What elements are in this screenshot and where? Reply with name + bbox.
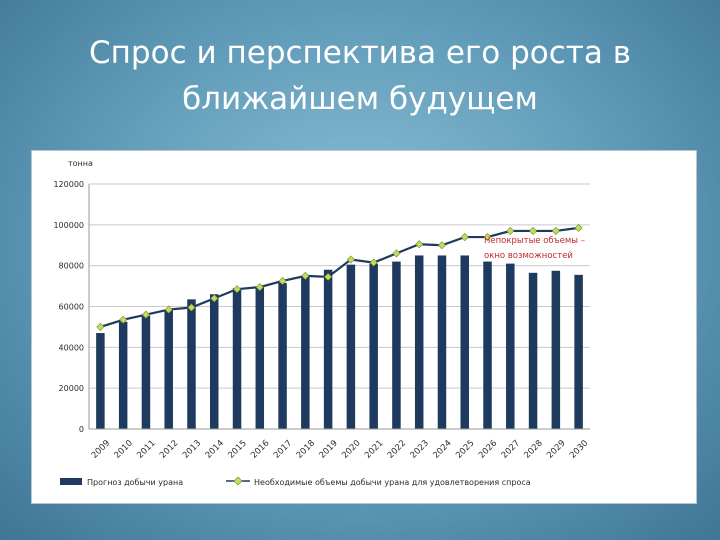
x-tick-label-2019: 2019 [318,438,340,460]
x-tick-label-2021: 2021 [363,438,385,460]
y-axis-label: тонна [68,159,93,168]
bar-2014 [210,294,219,429]
bar-2010 [118,321,128,429]
x-tick-label-2023: 2023 [409,438,431,460]
x-tick-label-2012: 2012 [158,438,180,460]
bar-2026 [483,261,492,429]
legend-label-required: Необходимые объемы добычи урана для удов… [254,478,531,487]
bar-2017 [278,283,287,429]
y-tick-label-120000: 120000 [53,180,84,189]
x-tick-label-2025: 2025 [454,438,476,460]
bar-2024 [437,255,447,429]
bar-2009 [96,333,105,429]
slide-title-line-1: Спрос и перспектива его роста в [89,35,631,71]
grid-layer [89,183,590,430]
point-2025 [460,233,469,242]
x-tick-label-2030: 2030 [568,438,590,460]
chart-panel: 0 20000 40000 60000 80000 100000 120000 2009 201… [31,150,697,504]
point-2016 [255,283,264,292]
point-2017 [278,276,287,286]
x-tick-label-2016: 2016 [249,438,271,460]
slide-title: Спрос и перспектива его роста в ближайше… [0,30,720,122]
bar-2025 [460,255,469,429]
x-tick-label-2024: 2024 [431,438,453,460]
point-2021 [369,258,378,267]
annotation-line-1: Непокрытые объемы – [484,236,585,246]
point-2011 [141,310,150,319]
bar-2016 [255,287,265,429]
x-tick-label-2018: 2018 [295,438,317,460]
bar-2021 [369,263,378,429]
x-tick-label-2015: 2015 [226,438,248,460]
bar-2020 [346,264,356,429]
point-2009 [96,322,105,331]
point-2014 [210,294,219,303]
bar-2012 [164,309,173,429]
point-2012 [164,305,173,314]
y-tick-label-80000: 80000 [59,262,84,271]
y-tick-label-20000: 20000 [59,384,84,393]
bar-2022 [392,261,401,429]
bar-layer [96,255,583,429]
x-tick-label-2027: 2027 [500,438,522,460]
legend: Прогноз добычи урана Необходимые объемы … [60,476,531,487]
y-tick-label-40000: 40000 [59,343,84,352]
point-2029 [551,226,560,235]
bar-2028 [528,272,538,429]
point-2018 [301,271,310,280]
y-tick-label-0: 0 [79,425,84,434]
point-2028 [529,226,538,235]
line-layer [96,223,583,331]
bar-2027 [506,263,515,429]
point-2023 [415,240,424,249]
annotation-line-2: окно возможностей [484,251,573,261]
x-tick-label-2020: 2020 [340,438,362,460]
bar-2011 [141,315,151,429]
bar-2029 [551,270,561,429]
required-volume-line [100,226,579,328]
point-2015 [232,285,242,294]
point-2026 [483,233,492,242]
x-tick-label-2009: 2009 [90,438,112,460]
point-2027 [506,226,515,235]
bar-2030 [574,274,583,429]
point-2013 [187,303,196,312]
bar-2018 [301,276,310,429]
x-tick-label-2026: 2026 [477,438,499,460]
x-tick-label-2028: 2028 [522,438,544,460]
point-2024 [437,241,447,250]
x-tick-label-2013: 2013 [181,438,203,460]
point-2020 [346,255,355,264]
bar-2019 [323,269,333,429]
x-tick-label-2014: 2014 [204,438,226,460]
x-tick-label-2010: 2010 [113,438,135,460]
x-tick-label-2017: 2017 [272,438,294,460]
point-2022 [392,249,401,258]
legend-swatch-forecast [60,478,82,485]
y-tick-label-60000: 60000 [59,303,84,312]
bar-2015 [232,288,242,429]
point-2010 [119,315,128,324]
point-2030 [574,223,583,232]
x-tick-label-2011: 2011 [135,438,157,460]
x-tick-label-2022: 2022 [386,438,408,460]
legend-marker-required [233,476,243,486]
bar-2013 [187,299,196,429]
bar-2023 [414,255,424,429]
y-tick-label-100000: 100000 [53,221,84,230]
x-tick-label-2029: 2029 [545,438,567,460]
legend-label-forecast: Прогноз добычи урана [87,478,183,487]
slide-title-line-2: ближайшем будущем [182,81,538,117]
point-2019 [324,272,333,281]
